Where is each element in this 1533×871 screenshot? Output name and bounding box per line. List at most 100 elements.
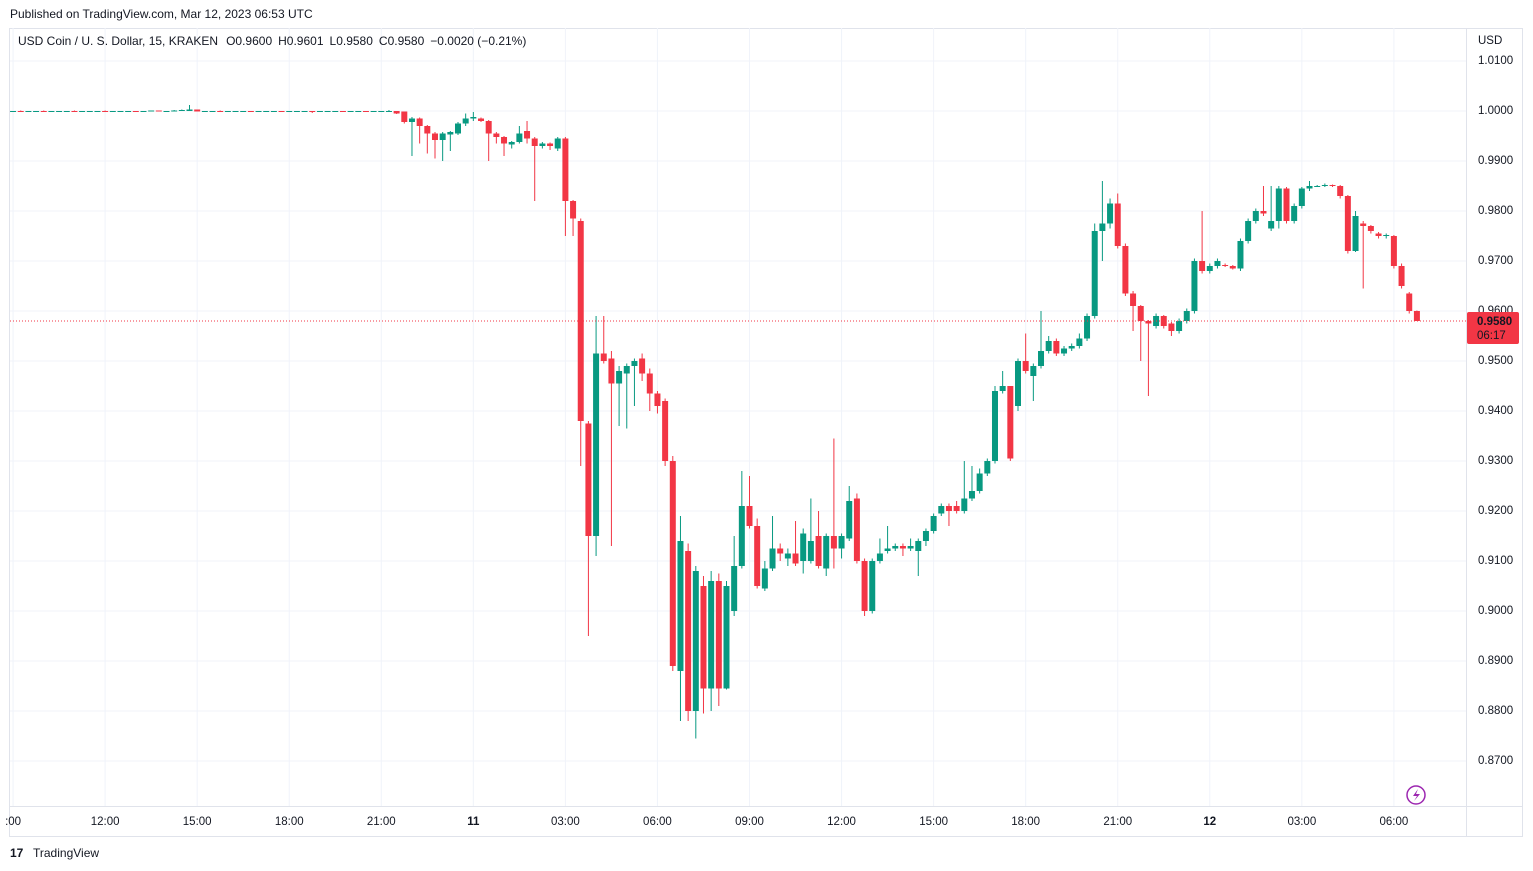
candle-body [40,111,47,112]
candle-body [347,111,354,112]
x-tick-label: 12:00 [827,816,856,828]
alert-icon[interactable] [1406,785,1426,805]
candle-body [1375,233,1382,236]
candle-body [493,133,500,137]
candle-body [140,111,147,112]
candle-body [1130,293,1137,306]
candle-body [178,110,185,111]
candle-body [1015,361,1021,406]
candle-body [968,491,975,499]
candle-body [853,498,860,561]
candle-body [731,566,738,611]
candle-body [1229,266,1236,269]
alert-bolt [1413,789,1420,801]
candle-body [1114,203,1121,246]
candle-body [1260,211,1267,214]
candle-body [1222,265,1229,266]
candle-body [1038,351,1045,366]
candle-body [401,111,408,122]
candle-body [1137,306,1144,321]
candle-body [930,516,937,531]
candle-body [1237,241,1244,269]
candle-body [1214,261,1221,266]
candle-body [217,111,224,112]
y-tick-label: 0.8900 [1478,655,1513,667]
currency: USD [1478,35,1502,47]
candle-body [385,111,392,112]
candle-body [715,581,722,689]
y-tick-label: 0.8700 [1478,755,1513,767]
y-tick-label: 0.9700 [1478,255,1513,267]
candle-body [1398,266,1405,286]
x-tick-label: 21:00 [367,816,396,828]
candle-body [293,111,300,112]
candle-body [86,111,93,112]
candle-body [524,131,531,139]
candle-body [470,117,477,119]
candle-body [247,111,254,112]
candle-body [1390,236,1397,266]
candle-body [102,111,109,112]
candle-body [999,386,1006,391]
ohlc-name: H [278,34,287,48]
candle-body [10,111,17,112]
y-tick-label: 1.0000 [1478,105,1513,117]
candle-body [554,138,561,149]
candle-body [1283,188,1290,221]
candle-body [792,553,799,564]
candle-body [723,586,730,689]
candle-body [623,366,630,374]
ohlc-value: 0.9580 [388,34,425,48]
y-tick-label: 0.9200 [1478,505,1513,517]
candle-body [1406,293,1413,311]
candle-body [585,423,592,536]
ohlc-name: L [330,34,337,48]
candle-body [1360,223,1367,226]
candle-body [1306,186,1313,189]
candle-body [1084,316,1091,339]
ohlc-name: O [226,34,235,48]
candle-body [447,132,454,135]
candle-body [1007,386,1014,459]
candle-body [301,111,308,112]
countdown: 06:17 [1477,330,1506,342]
candle-body [777,548,784,554]
candle-body [884,548,891,551]
candle-body [71,111,78,112]
candle-body [378,111,385,112]
candle-body [892,546,899,549]
ohlc-value: 0.9600 [235,34,272,48]
candle-body [1298,188,1305,206]
candle-body [654,393,661,406]
candle-body [1145,321,1152,324]
candle-body [424,126,431,134]
frame [9,28,1523,837]
candle-body [1068,346,1075,349]
x-tick-label: 15:00 [183,816,212,828]
x-tick-label: 11 [467,816,480,828]
x-tick-label: 06:00 [1379,816,1408,828]
candle-body [953,506,960,511]
candle-body [761,568,768,589]
x-tick-label: 21:00 [1103,816,1132,828]
candle-body [1191,261,1198,311]
candle-body [961,498,968,511]
candle-body [431,133,438,140]
candle-body [869,561,876,611]
y-tick-label: 0.9100 [1478,555,1513,567]
candle-body [240,111,247,112]
candle-body [876,553,883,561]
candle-body [570,201,577,219]
candle-body [1045,341,1052,351]
candle-body [1413,311,1420,321]
candle-body [1168,323,1175,331]
candle-body [56,111,63,112]
candle-body [600,353,607,361]
candle-body [1099,223,1106,231]
y-tick-label: 0.9400 [1478,405,1513,417]
candle-body [94,111,101,112]
candle-body [1337,186,1344,196]
candle-body [1176,321,1183,331]
